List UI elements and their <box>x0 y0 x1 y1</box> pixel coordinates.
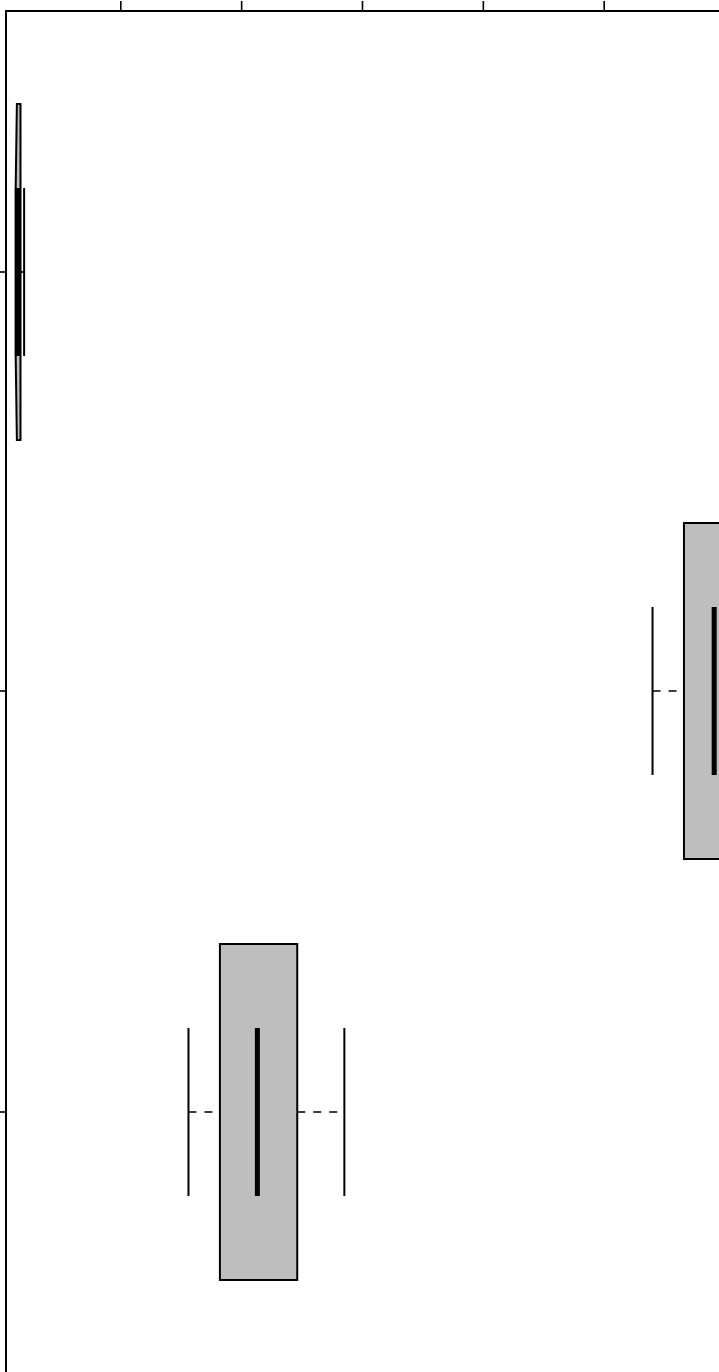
box-group-2 <box>651 522 719 860</box>
box-group-1 <box>14 103 26 441</box>
notched-box-2 <box>682 522 719 860</box>
plot-frame <box>5 10 719 1372</box>
box-group-3 <box>187 943 346 1281</box>
